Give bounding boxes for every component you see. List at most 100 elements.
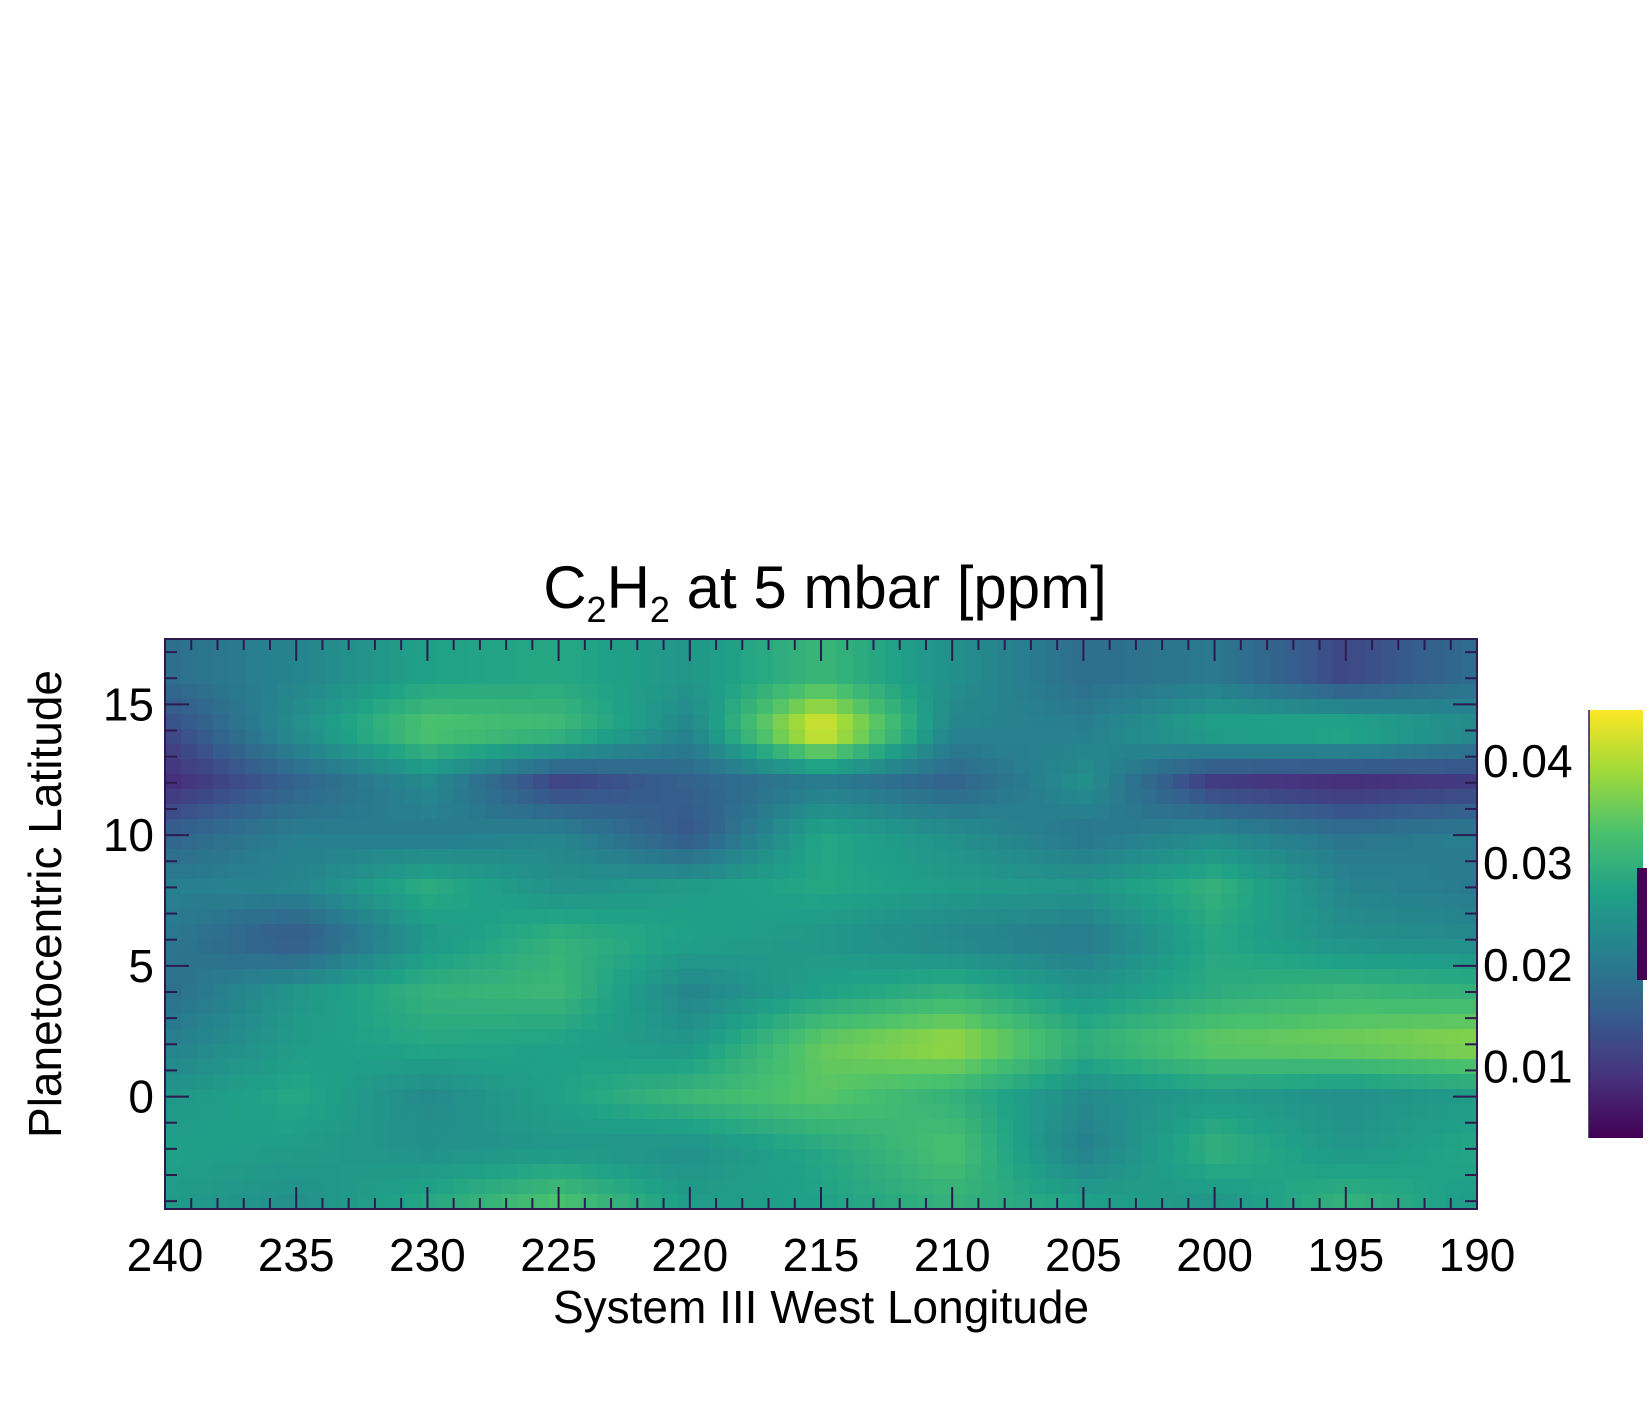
heatmap-cell <box>1013 699 1030 715</box>
heatmap-cell <box>181 1134 198 1150</box>
heatmap-cell <box>357 774 374 790</box>
heatmap-cell <box>1285 924 1302 940</box>
heatmap-cell <box>485 864 502 880</box>
heatmap-cell <box>1413 849 1430 865</box>
heatmap-cell <box>1413 864 1430 880</box>
heatmap-cell <box>533 1089 550 1105</box>
heatmap-cell <box>709 834 726 850</box>
heatmap-cell <box>917 834 934 850</box>
heatmap-cell <box>341 684 358 700</box>
heatmap-cell <box>421 774 438 790</box>
heatmap-cell <box>725 699 742 715</box>
heatmap-cell <box>997 939 1014 955</box>
heatmap-cell <box>1189 1164 1206 1180</box>
heatmap-cell <box>725 1149 742 1165</box>
heatmap-cell <box>1397 864 1414 880</box>
heatmap-cell <box>1173 819 1190 835</box>
heatmap-cell <box>1237 1194 1254 1210</box>
heatmap-cell <box>1221 1014 1238 1030</box>
heatmap-cell <box>437 789 454 805</box>
heatmap-cell <box>405 1014 422 1030</box>
heatmap-cell <box>645 804 662 820</box>
heatmap-cell <box>1205 1044 1222 1060</box>
title-subscript: 2 <box>586 589 607 630</box>
heatmap-cell <box>469 984 486 1000</box>
heatmap-cell <box>533 759 550 775</box>
heatmap-cell <box>677 999 694 1015</box>
heatmap-cell <box>725 939 742 955</box>
heatmap-cell <box>1189 669 1206 685</box>
heatmap-cell <box>1061 684 1078 700</box>
heatmap-cell <box>1205 654 1222 670</box>
heatmap-cell <box>1397 954 1414 970</box>
heatmap-cell <box>789 1134 806 1150</box>
heatmap-cell <box>1429 744 1446 760</box>
heatmap-cell <box>197 1164 214 1180</box>
heatmap-cell <box>1189 954 1206 970</box>
heatmap-cell <box>869 1074 886 1090</box>
heatmap-cell <box>981 939 998 955</box>
heatmap-cell <box>1173 654 1190 670</box>
heatmap-cell <box>1317 939 1334 955</box>
heatmap-cell <box>853 849 870 865</box>
heatmap-cell <box>165 1014 182 1030</box>
heatmap-cell <box>725 1074 742 1090</box>
heatmap-cell <box>645 1149 662 1165</box>
heatmap-cell <box>325 879 342 895</box>
heatmap-cell <box>565 1059 582 1075</box>
heatmap-cell <box>837 1059 854 1075</box>
heatmap-cell <box>965 939 982 955</box>
heatmap-cell <box>533 1194 550 1210</box>
heatmap-cell <box>613 939 630 955</box>
heatmap-cell <box>1189 714 1206 730</box>
heatmap-cell <box>1333 1134 1350 1150</box>
heatmap-cell <box>1301 939 1318 955</box>
heatmap-cell <box>213 864 230 880</box>
heatmap-cell <box>277 774 294 790</box>
heatmap-cell <box>549 759 566 775</box>
heatmap-cell <box>357 639 374 655</box>
heatmap-cell <box>1317 954 1334 970</box>
heatmap-cell <box>517 1179 534 1195</box>
heatmap-cell <box>181 834 198 850</box>
heatmap-cell <box>885 669 902 685</box>
heatmap-cell <box>565 714 582 730</box>
heatmap-cell <box>1157 1134 1174 1150</box>
heatmap-cell <box>261 909 278 925</box>
heatmap-cell <box>581 774 598 790</box>
heatmap-cell <box>1413 1089 1430 1105</box>
heatmap-cell <box>1285 939 1302 955</box>
heatmap-cell <box>549 699 566 715</box>
heatmap-cell <box>885 639 902 655</box>
heatmap-cell <box>1333 1014 1350 1030</box>
heatmap-cell <box>597 744 614 760</box>
heatmap-cell <box>789 909 806 925</box>
heatmap-cell <box>565 969 582 985</box>
heatmap-cell <box>693 879 710 895</box>
heatmap-cell <box>1061 804 1078 820</box>
heatmap-cell <box>965 1104 982 1120</box>
heatmap-cell <box>629 1044 646 1060</box>
heatmap-cell <box>1461 684 1478 700</box>
heatmap-cell <box>805 984 822 1000</box>
heatmap-cell <box>1077 1149 1094 1165</box>
heatmap-cell <box>1237 684 1254 700</box>
heatmap-cell <box>853 939 870 955</box>
heatmap-cell <box>1269 984 1286 1000</box>
heatmap-cell <box>1285 1119 1302 1135</box>
heatmap-cell <box>677 1059 694 1075</box>
y-axis-label: Planetocentric Latitude <box>19 670 71 1138</box>
heatmap-cell <box>693 1089 710 1105</box>
heatmap-cell <box>789 954 806 970</box>
heatmap-cell <box>1365 654 1382 670</box>
heatmap-cell <box>837 759 854 775</box>
heatmap-cell <box>1029 1074 1046 1090</box>
heatmap-cell <box>437 834 454 850</box>
heatmap-cell <box>565 894 582 910</box>
heatmap-cell <box>1413 1074 1430 1090</box>
heatmap-cell <box>1397 1044 1414 1060</box>
heatmap-cell <box>1189 909 1206 925</box>
heatmap-cell <box>821 924 838 940</box>
heatmap-cell <box>1029 1149 1046 1165</box>
heatmap-cell <box>597 1104 614 1120</box>
